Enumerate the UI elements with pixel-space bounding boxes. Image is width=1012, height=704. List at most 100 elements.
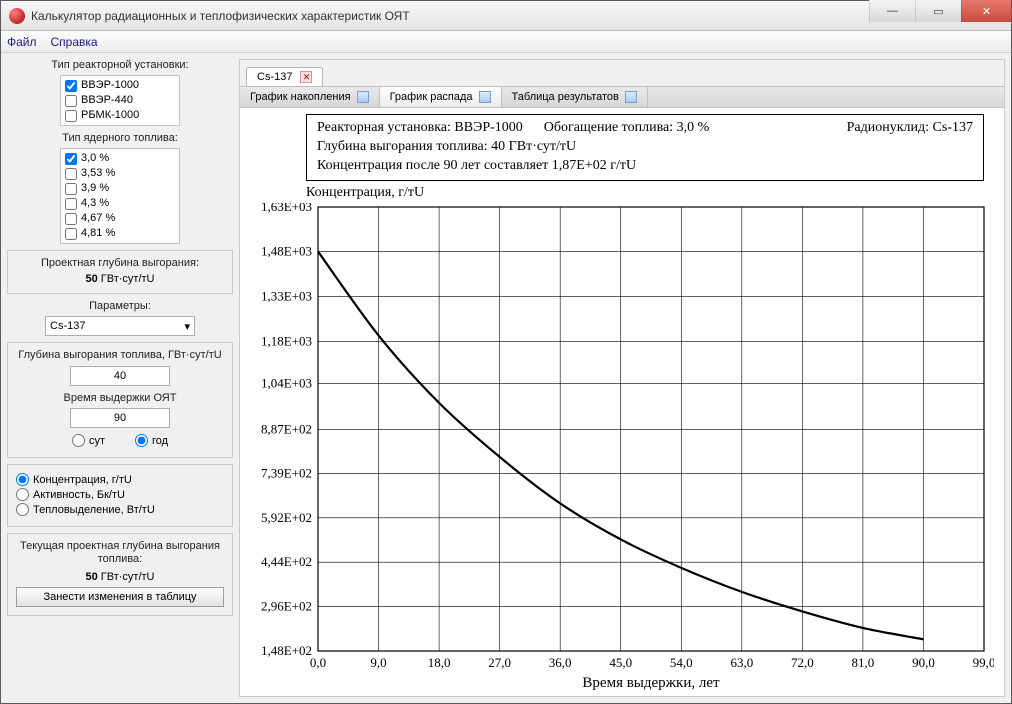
reactor-type-group: Тип реакторной установки: ВВЭР-1000 ВВЭР… (7, 59, 233, 126)
info-line2: Глубина выгорания топлива: 40 ГВт·сут/тU (317, 138, 973, 157)
svg-text:81,0: 81,0 (852, 655, 875, 670)
fuel-type-checkbox[interactable] (65, 183, 77, 195)
svg-text:1,04E+03: 1,04E+03 (261, 375, 312, 390)
file-tab[interactable]: Cs-137 ✕ (246, 67, 323, 86)
hold-time-input[interactable] (70, 408, 170, 428)
view-tabs: График накопления График распада Таблица… (240, 86, 1004, 108)
maximize-button[interactable]: ▭ (915, 0, 961, 22)
minimize-button[interactable]: — (869, 0, 915, 22)
window-buttons: — ▭ ✕ (869, 1, 1011, 30)
fuel-type-checkbox[interactable] (65, 198, 77, 210)
burnup-input-label: Глубина выгорания топлива, ГВт·сут/тU (16, 349, 224, 362)
hold-time-label: Время выдержки ОЯТ (16, 392, 224, 404)
design-burnup-group: Проектная глубина выгорания: 50 ГВт·сут/… (7, 250, 233, 294)
reactor-type-list: ВВЭР-1000 ВВЭР-440 РБМК-1000 (60, 75, 180, 126)
fuel-type-item[interactable]: 4,3 % (65, 196, 175, 211)
svg-text:45,0: 45,0 (609, 655, 632, 670)
parameters-label: Параметры: (7, 300, 233, 312)
reactor-type-label: Тип реакторной установки: (7, 59, 233, 71)
unit-day-label: сут (89, 435, 105, 447)
fuel-type-list: 3,0 % 3,53 % 3,9 % 4,3 % 4,67 % 4,81 % (60, 148, 180, 244)
fuel-type-item[interactable]: 3,9 % (65, 181, 175, 196)
info-line3: Концентрация после 90 лет составляет 1,8… (317, 157, 973, 176)
design-burnup-label: Проектная глубина выгорания: (16, 257, 224, 269)
output-kind-radio[interactable] (16, 503, 29, 516)
reactor-type-checkbox[interactable] (65, 95, 77, 107)
menu-help[interactable]: Справка (51, 35, 98, 49)
fuel-type-checkbox[interactable] (65, 168, 77, 180)
apply-button[interactable]: Занести изменения в таблицу (16, 587, 224, 607)
fuel-type-item[interactable]: 4,81 % (65, 226, 175, 241)
fuel-type-item-label: 3,53 % (81, 166, 115, 181)
svg-text:27,0: 27,0 (488, 655, 511, 670)
tab-decay[interactable]: График распада (380, 87, 502, 107)
fuel-type-item-label: 4,3 % (81, 196, 109, 211)
svg-text:1,18E+03: 1,18E+03 (261, 333, 312, 348)
fuel-type-checkbox[interactable] (65, 213, 77, 225)
design-burnup-value-row: 50 ГВт·сут/тU (16, 273, 224, 285)
unit-year-radio[interactable] (135, 434, 148, 447)
info-line1: Реакторная установка: ВВЭР-1000 Обогащен… (317, 119, 973, 138)
chevron-down-icon: ▾ (184, 320, 190, 333)
fuel-type-item-label: 3,0 % (81, 151, 109, 166)
content: Тип реакторной установки: ВВЭР-1000 ВВЭР… (1, 53, 1011, 703)
unit-year-label: год (152, 435, 168, 447)
tab-results-table[interactable]: Таблица результатов (502, 87, 648, 107)
reactor-type-checkbox[interactable] (65, 110, 77, 122)
svg-text:36,0: 36,0 (549, 655, 572, 670)
design-burnup-unit: ГВт·сут/тU (101, 273, 155, 285)
fuel-type-item[interactable]: 3,53 % (65, 166, 175, 181)
svg-text:9,0: 9,0 (370, 655, 386, 670)
svg-text:2,96E+02: 2,96E+02 (261, 598, 312, 613)
hold-time-unit-year[interactable]: год (135, 434, 168, 447)
current-burnup-group: Текущая проектная глубина выгорания топл… (7, 533, 233, 615)
svg-text:1,48E+03: 1,48E+03 (261, 243, 312, 258)
output-kind-item[interactable]: Тепловыделение, Вт/тU (16, 503, 224, 516)
reactor-type-item[interactable]: ВВЭР-440 (65, 93, 175, 108)
parameters-group: Параметры: Cs-137 ▾ (7, 300, 233, 336)
output-kind-radio[interactable] (16, 473, 29, 486)
output-kind-radio[interactable] (16, 488, 29, 501)
output-kind-label: Концентрация, г/тU (33, 474, 132, 486)
fuel-type-item-label: 4,81 % (81, 226, 115, 241)
output-kind-label: Тепловыделение, Вт/тU (33, 504, 155, 516)
fuel-type-checkbox[interactable] (65, 228, 77, 240)
svg-text:0,0: 0,0 (310, 655, 326, 670)
fuel-type-item[interactable]: 3,0 % (65, 151, 175, 166)
svg-text:4,44E+02: 4,44E+02 (261, 554, 312, 569)
fuel-type-item-label: 4,67 % (81, 211, 115, 226)
menu-file[interactable]: Файл (7, 35, 37, 49)
svg-text:99,0: 99,0 (973, 655, 994, 670)
svg-text:1,48E+02: 1,48E+02 (261, 643, 312, 658)
hold-time-unit-day[interactable]: сут (72, 434, 105, 447)
output-kind-label: Активность, Бк/тU (33, 489, 125, 501)
chart-y-label: Концентрация, г/тU (306, 185, 994, 201)
svg-text:63,0: 63,0 (730, 655, 753, 670)
info-reactor: Реакторная установка: ВВЭР-1000 (317, 120, 523, 135)
decay-chart: 0,09,018,027,036,045,054,063,072,081,090… (246, 203, 994, 693)
window-title: Калькулятор радиационных и теплофизическ… (31, 9, 869, 23)
file-tabs: Cs-137 ✕ (240, 60, 1004, 86)
tab-accumulation[interactable]: График накопления (240, 87, 380, 107)
design-burnup-value: 50 (85, 273, 97, 285)
table-icon (625, 91, 637, 103)
reactor-type-item[interactable]: РБМК-1000 (65, 108, 175, 123)
burnup-input[interactable] (70, 366, 170, 386)
parameters-selected: Cs-137 (50, 320, 85, 332)
close-icon[interactable]: ✕ (300, 71, 312, 83)
reactor-type-checkbox[interactable] (65, 80, 77, 92)
close-button[interactable]: ✕ (961, 0, 1011, 22)
parameters-select[interactable]: Cs-137 ▾ (45, 316, 195, 336)
sidebar: Тип реакторной установки: ВВЭР-1000 ВВЭР… (7, 59, 233, 697)
fuel-type-item[interactable]: 4,67 % (65, 211, 175, 226)
unit-day-radio[interactable] (72, 434, 85, 447)
output-kind-item[interactable]: Активность, Бк/тU (16, 488, 224, 501)
reactor-type-item[interactable]: ВВЭР-1000 (65, 78, 175, 93)
fuel-type-checkbox[interactable] (65, 153, 77, 165)
info-radionuclide: Радионуклид: Cs-137 (847, 119, 973, 138)
tab-label: Таблица результатов (512, 91, 619, 103)
menubar: Файл Справка (1, 31, 1011, 53)
svg-text:1,63E+03: 1,63E+03 (261, 203, 312, 214)
fuel-type-group: Тип ядерного топлива: 3,0 % 3,53 % 3,9 %… (7, 132, 233, 244)
output-kind-item[interactable]: Концентрация, г/тU (16, 473, 224, 486)
